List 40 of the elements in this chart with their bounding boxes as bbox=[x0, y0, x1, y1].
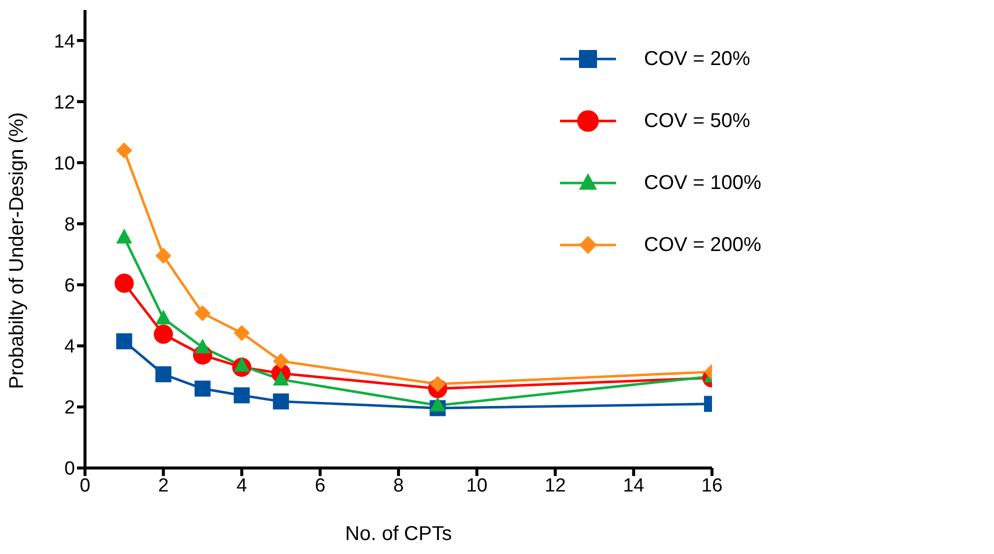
x-tick-label: 16 bbox=[701, 475, 723, 496]
x-tick-label: 2 bbox=[158, 475, 169, 496]
legend-label: COV = 50% bbox=[644, 110, 750, 132]
point bbox=[272, 393, 289, 410]
legend-label: COV = 20% bbox=[644, 48, 750, 70]
x-tick-label: 6 bbox=[314, 475, 326, 496]
x-tick-label: 12 bbox=[544, 475, 566, 496]
point bbox=[234, 356, 250, 372]
x-tick-label: 14 bbox=[623, 475, 645, 496]
x-axis-title: No. of CPTs bbox=[345, 523, 452, 545]
x-tick-label: 8 bbox=[393, 475, 404, 496]
y-tick-label: 8 bbox=[64, 214, 75, 236]
point bbox=[114, 274, 134, 293]
y-tick-label: 0 bbox=[64, 458, 75, 480]
y-tick-label: 14 bbox=[54, 31, 76, 52]
point bbox=[194, 305, 211, 322]
y-axis-title: Probabilty of Under-Design (%) bbox=[6, 112, 28, 389]
point bbox=[155, 366, 172, 382]
y-tick-label: 10 bbox=[54, 153, 75, 174]
point bbox=[234, 325, 250, 342]
y-tick-label: 6 bbox=[64, 276, 75, 297]
x-tick-label: 4 bbox=[236, 475, 248, 496]
y-tick-label: 2 bbox=[64, 398, 75, 419]
point bbox=[272, 370, 289, 386]
point bbox=[116, 333, 132, 350]
point bbox=[116, 142, 132, 158]
point bbox=[116, 228, 132, 244]
x-tick-label: 0 bbox=[80, 475, 90, 496]
x-tick-label: 10 bbox=[466, 475, 488, 496]
point bbox=[155, 310, 172, 324]
point bbox=[154, 324, 173, 344]
y-tick-label: 4 bbox=[64, 336, 76, 358]
point bbox=[194, 380, 211, 397]
point bbox=[234, 387, 250, 404]
legend-label: COV = 100% bbox=[644, 172, 762, 194]
y-tick-label: 12 bbox=[54, 92, 75, 114]
point bbox=[155, 248, 172, 264]
legend-label: COV = 200% bbox=[644, 234, 762, 256]
point bbox=[272, 353, 289, 370]
point bbox=[194, 338, 211, 354]
